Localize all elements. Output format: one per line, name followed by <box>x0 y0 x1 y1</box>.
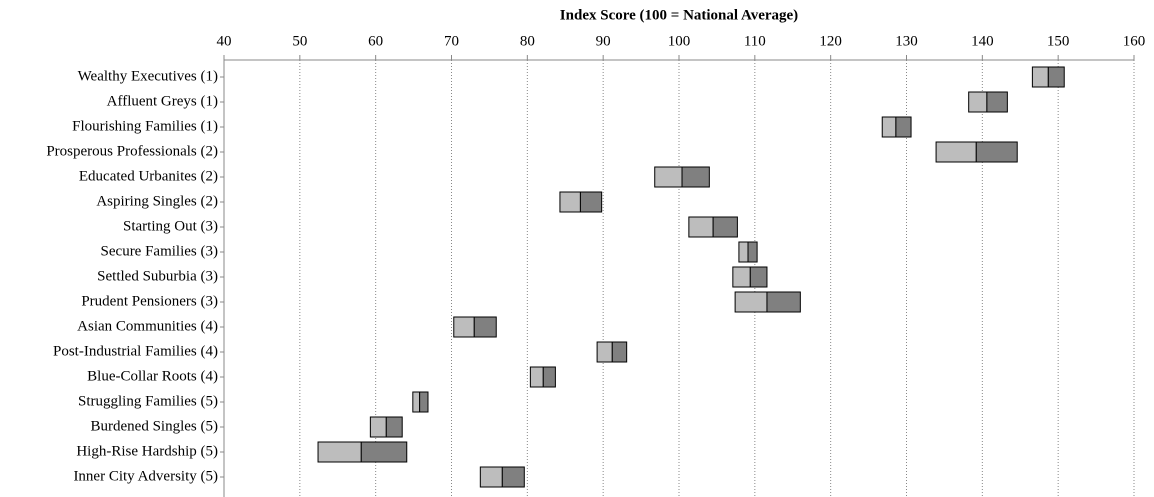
bar-upper <box>473 316 497 338</box>
x-tick-label: 110 <box>744 33 766 49</box>
bar-lower <box>688 216 714 238</box>
bar-lower <box>596 341 613 363</box>
y-tick-label: Aspiring Singles (2) <box>96 193 218 209</box>
bar-lower <box>369 416 387 438</box>
bar-lower <box>734 291 768 313</box>
bar-upper <box>385 416 403 438</box>
y-tick-label: Settled Suburbia (3) <box>97 268 218 284</box>
x-tick-label: 150 <box>1047 33 1070 49</box>
x-tick-label: 90 <box>596 33 611 49</box>
x-tick-label: 80 <box>520 33 535 49</box>
y-tick-label: Flourishing Families (1) <box>72 118 218 134</box>
bar-upper <box>542 366 556 388</box>
x-tick-label: 130 <box>895 33 918 49</box>
y-tick-label: Inner City Adversity (5) <box>73 468 218 484</box>
y-tick-label: Blue-Collar Roots (4) <box>87 368 218 384</box>
bar-upper <box>1047 66 1065 88</box>
bar-upper <box>579 191 603 213</box>
bar-lower <box>738 241 749 263</box>
bar-lower <box>453 316 475 338</box>
bar-lower <box>968 91 988 113</box>
x-tick-label: 40 <box>217 33 232 49</box>
x-tick-label: 60 <box>368 33 383 49</box>
x-tick-label: 160 <box>1123 33 1146 49</box>
y-tick-label: Starting Out (3) <box>123 218 218 234</box>
bar-upper <box>360 441 408 463</box>
bar-upper <box>895 116 912 138</box>
bar-lower <box>732 266 751 288</box>
bar-lower <box>479 466 503 488</box>
bar-upper <box>611 341 628 363</box>
bar-lower <box>881 116 897 138</box>
y-tick-label: Post-Industrial Families (4) <box>53 343 218 359</box>
y-tick-label: Asian Communities (4) <box>77 318 218 334</box>
y-tick-label: Prosperous Professionals (2) <box>46 143 218 159</box>
bar-upper <box>975 141 1018 163</box>
y-tick-label: Wealthy Executives (1) <box>78 68 218 84</box>
y-tick-label: Prudent Pensioners (3) <box>81 293 218 309</box>
y-tick-label: Struggling Families (5) <box>78 393 218 409</box>
x-tick-label: 70 <box>444 33 459 49</box>
y-tick-label: Burdened Singles (5) <box>91 418 218 434</box>
bar-upper <box>681 166 710 188</box>
bar-lower <box>935 141 977 163</box>
bar-upper <box>766 291 801 313</box>
y-tick-label: Secure Families (3) <box>101 243 218 259</box>
bar-upper <box>501 466 525 488</box>
bar-upper <box>986 91 1008 113</box>
bar-upper <box>747 241 758 263</box>
bar-lower <box>412 391 421 413</box>
x-tick-label: 120 <box>819 33 842 49</box>
bar-lower <box>1031 66 1049 88</box>
bar-upper <box>419 391 429 413</box>
bar-upper <box>712 216 738 238</box>
y-tick-label: High-Rise Hardship (5) <box>76 443 218 459</box>
y-tick-label: Affluent Greys (1) <box>107 93 218 109</box>
bar-lower <box>559 191 581 213</box>
bar-upper <box>749 266 768 288</box>
axis-title: Index Score (100 = National Average) <box>560 7 798 23</box>
y-tick-label: Educated Urbanites (2) <box>79 168 218 184</box>
bar-lower <box>654 166 683 188</box>
x-tick-label: 100 <box>668 33 691 49</box>
bar-lower <box>529 366 544 388</box>
x-tick-label: 50 <box>292 33 307 49</box>
bar-lower <box>317 441 362 463</box>
x-tick-label: 140 <box>971 33 994 49</box>
